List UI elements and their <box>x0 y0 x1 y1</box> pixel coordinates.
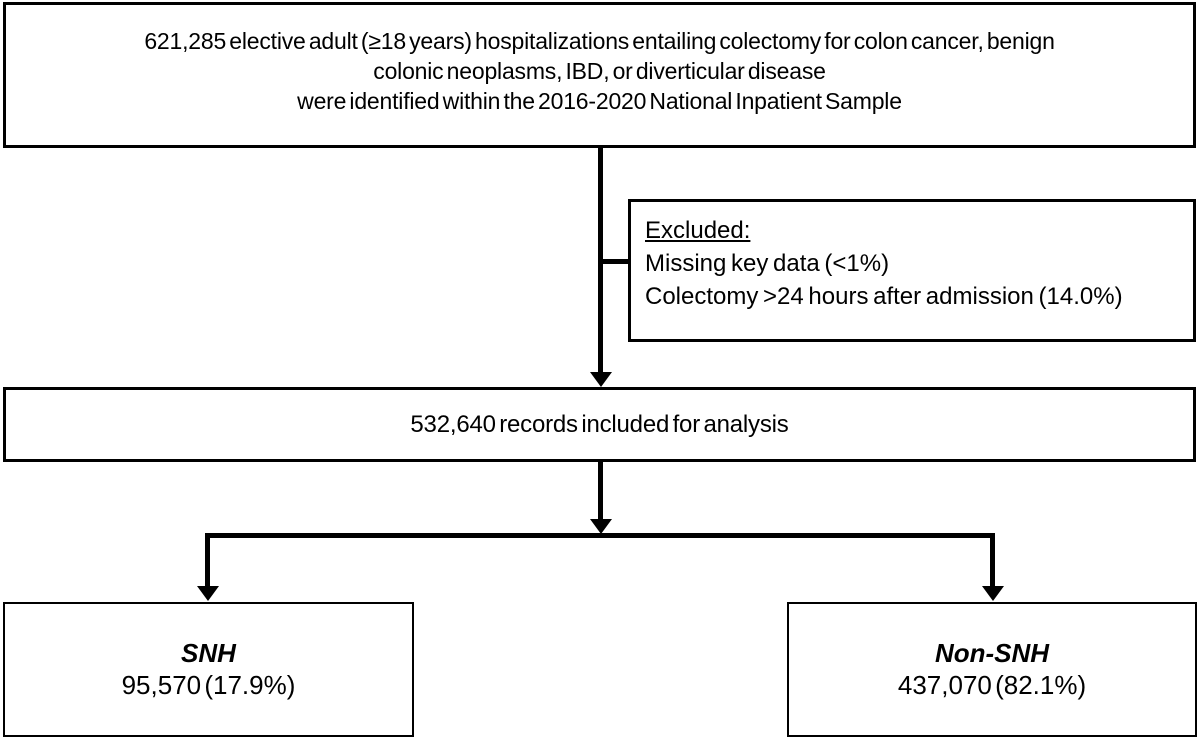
branch-left-stub <box>205 533 210 587</box>
snh-box: SNH 95,570 (17.9%) <box>3 602 414 737</box>
connector-included-to-branch-line <box>598 460 603 522</box>
arrow-down-icon <box>982 586 1004 601</box>
snh-label: SNH <box>181 637 236 668</box>
included-records-text: 532,640 records included for analysis <box>410 410 789 438</box>
connector-excluded-tick <box>600 259 630 264</box>
initial-cohort-box: 621,285 elective adult (≥18 years) hospi… <box>3 2 1196 148</box>
non-snh-label: Non-SNH <box>934 637 1050 668</box>
snh-value: 95,570 (17.9%) <box>121 669 296 700</box>
branch-right-stub <box>990 533 995 587</box>
non-snh-box: Non-SNH 437,070 (82.1%) <box>787 602 1197 737</box>
included-records-box: 532,640 records included for analysis <box>3 387 1196 462</box>
arrow-down-icon <box>197 586 219 601</box>
non-snh-value: 437,070 (82.1%) <box>897 669 1087 700</box>
initial-cohort-line1: 621,285 elective adult (≥18 years) hospi… <box>144 28 1055 54</box>
initial-cohort-line3: were identified within the 2016-2020 Nat… <box>297 88 902 114</box>
excluded-item-late-colectomy: Colectomy >24 hours after admission (14.… <box>645 283 1123 310</box>
excluded-title: Excluded: <box>645 217 751 244</box>
initial-cohort-line2: colonic neoplasms, IBD, or diverticular … <box>373 58 826 84</box>
arrow-down-icon <box>590 372 612 387</box>
arrow-down-icon <box>590 519 612 534</box>
excluded-box: Excluded: Missing key data (<1%) Colecto… <box>628 199 1196 342</box>
excluded-item-missing-data: Missing key data (<1%) <box>645 250 890 277</box>
branch-horizontal-line <box>205 533 995 538</box>
